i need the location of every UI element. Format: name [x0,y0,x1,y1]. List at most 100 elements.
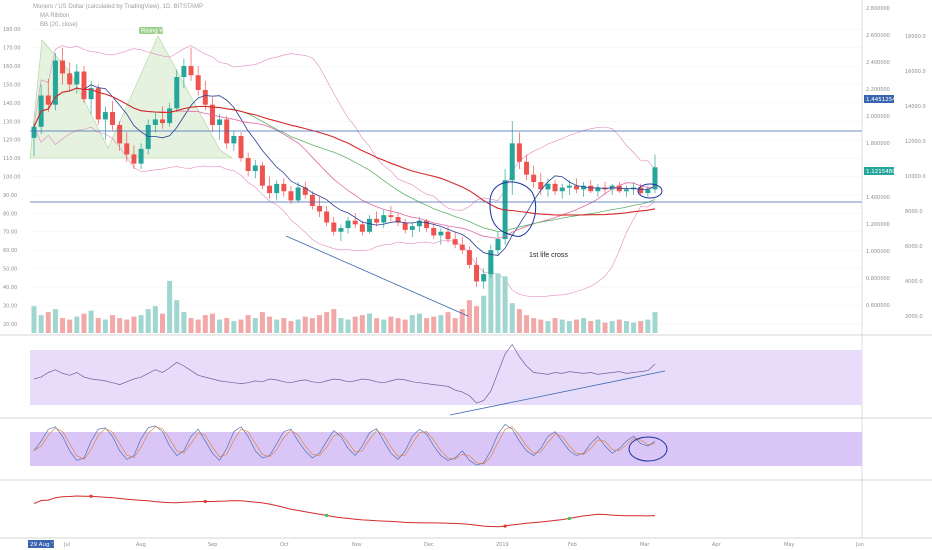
volume-bar-83 [623,321,629,333]
candle-52 [402,218,408,234]
x-tick-10: May [784,542,794,548]
y-right2-tick-1: 16000.0 [905,69,926,75]
volume-bar-48 [374,318,380,333]
candle-50 [388,205,394,221]
candle-7 [81,66,87,103]
volume-bar-46 [359,315,365,333]
osc-dot-8 [89,494,93,498]
candle-54 [416,217,422,232]
candle-40 [317,196,323,218]
volume-bar-18 [159,313,165,333]
candle-46 [359,220,365,236]
price-badge-green-label: 1.1215480 [866,169,896,175]
volume-bar-21 [181,312,187,333]
candle-10 [102,106,108,140]
candle-15 [138,143,144,170]
volume-bar-57 [438,315,444,333]
candle-21 [181,58,187,89]
volume-bar-43 [338,318,344,333]
volume-bar-9 [95,318,101,333]
volume-bar-28 [231,321,237,333]
pattern-label: Rising Wedge [141,29,179,35]
legend-line-1: MA Ribbon [40,13,69,19]
volume-bar-29 [238,319,244,333]
volume-bar-22 [188,318,194,333]
candle-45 [352,213,358,229]
y-right-tick-4: 2.000000 [866,114,890,120]
candle-6 [74,64,80,94]
volume-bar-87 [652,312,658,333]
volume-bar-53 [409,315,415,333]
y-left-tick-4: 140.00 [3,101,21,107]
volume-bar-16 [145,309,151,333]
volume-bar-4 [60,318,66,333]
volume-bar-82 [616,319,622,333]
y-left-tick-0: 180.00 [3,27,21,33]
volume-bar-33 [267,316,273,333]
rsi-line [33,343,656,404]
candle-19 [167,102,173,127]
candle-33 [267,176,273,199]
y-left-tick-16: 20.00 [3,322,17,328]
volume-bar-38 [302,316,308,333]
osc-dot-66 [503,524,507,528]
volume-bar-55 [424,318,430,333]
candle-12 [117,121,123,151]
candle-77 [581,182,587,197]
downtrend-line [285,235,469,317]
rising-wedge-pattern [29,35,233,159]
volume-bar-71 [538,319,544,333]
y-left-tick-9: 90.00 [3,193,17,199]
rsi-trendline [449,370,666,416]
stoch-circle [628,436,668,462]
candle-13 [124,132,130,162]
volume-bar-8 [88,310,94,333]
volume-bar-23 [195,319,201,333]
candle-78 [588,180,594,194]
volume-bar-74 [559,319,565,333]
x-tick-0: Jul [63,542,70,548]
ma-long [33,87,656,216]
candle-44 [345,217,351,234]
volume-bar-61 [466,300,472,333]
y-right-tick-2: 2.400000 [866,60,890,66]
osc-dot-75 [567,516,571,521]
volume-bar-32 [259,312,265,333]
candle-22 [188,47,194,81]
candle-32 [259,161,265,190]
volume-bar-72 [545,321,551,333]
candle-63 [481,268,487,289]
volume-bar-77 [581,318,587,333]
y-right-tick-0: 2.800000 [866,6,890,12]
y-left-tick-5: 130.00 [3,119,21,125]
osc-dot-24 [203,499,207,504]
volume-bar-27 [224,318,230,333]
candle-75 [566,180,572,195]
candle-74 [559,183,565,199]
candle-57 [438,228,444,245]
volume-bar-24 [202,315,208,333]
candle-49 [381,209,387,229]
volume-bar-12 [117,318,123,333]
candle-34 [274,180,280,201]
candle-17 [152,112,158,133]
volume-bar-68 [516,309,522,333]
volume-bar-58 [445,312,451,333]
legend-line-2: BB (20, close) [40,22,78,28]
volume-bar-63 [481,295,487,333]
y-right2-tick-4: 10000.0 [905,174,926,180]
candle-59 [452,231,458,249]
candle-67 [509,121,515,195]
candle-64 [488,244,494,278]
candle-26 [217,113,223,140]
volume-bar-49 [381,319,387,333]
current-date-label: 29 Aug '18 [30,542,60,548]
candle-2 [45,78,51,113]
candle-5 [67,62,73,92]
price-badge-blue-label: 1.4451254 [866,97,896,103]
y-left-tick-2: 160.00 [3,64,21,70]
volume-bar-66 [502,276,508,333]
candle-28 [231,130,237,151]
candle-36 [288,185,294,205]
volume-bar-35 [281,318,287,333]
